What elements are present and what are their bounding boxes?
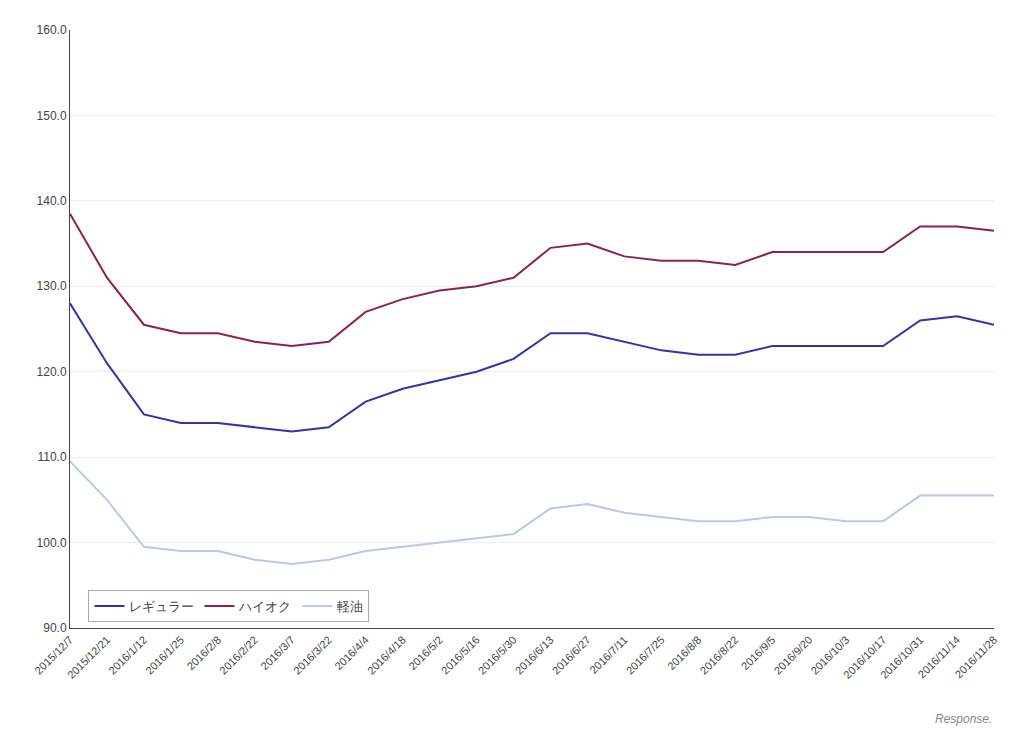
svg-text:ハイオク: ハイオク [238, 599, 291, 614]
svg-text:100.0: 100.0 [37, 536, 67, 550]
svg-text:2016/5/2: 2016/5/2 [406, 634, 445, 673]
svg-text:2016/1/25: 2016/1/25 [143, 634, 186, 677]
svg-text:2016/9/20: 2016/9/20 [771, 634, 814, 677]
svg-text:110.0: 110.0 [37, 450, 66, 464]
svg-text:2016/9/5: 2016/9/5 [739, 634, 778, 673]
svg-text:2016/10/17: 2016/10/17 [841, 634, 888, 681]
svg-text:2016/11/14: 2016/11/14 [915, 634, 962, 681]
svg-text:レギュラー: レギュラー [129, 599, 194, 614]
svg-text:90.0: 90.0 [43, 621, 67, 635]
svg-text:2016/6/27: 2016/6/27 [550, 634, 593, 677]
svg-text:2015/12/7: 2015/12/7 [32, 634, 75, 677]
svg-text:2016/5/16: 2016/5/16 [439, 634, 482, 677]
svg-text:2016/6/13: 2016/6/13 [513, 634, 556, 677]
svg-text:2016/8/22: 2016/8/22 [697, 634, 740, 677]
svg-text:2015/12/21: 2015/12/21 [65, 634, 112, 681]
svg-text:2016/3/7: 2016/3/7 [258, 634, 297, 673]
svg-text:2016/10/31: 2016/10/31 [878, 634, 925, 681]
svg-text:2016/7/25: 2016/7/25 [624, 634, 667, 677]
svg-text:2016/2/8: 2016/2/8 [184, 634, 223, 673]
svg-text:2016/5/30: 2016/5/30 [476, 634, 519, 677]
svg-text:Response.: Response. [935, 712, 992, 726]
svg-text:2016/7/11: 2016/7/11 [587, 634, 630, 677]
svg-text:2016/1/12: 2016/1/12 [106, 634, 149, 677]
svg-text:2016/8/8: 2016/8/8 [665, 634, 704, 673]
svg-text:2016/10/3: 2016/10/3 [808, 634, 851, 677]
svg-text:2016/4/4: 2016/4/4 [332, 634, 371, 673]
svg-text:2016/11/28: 2016/11/28 [952, 634, 999, 681]
svg-text:140.0: 140.0 [37, 194, 67, 208]
svg-text:120.0: 120.0 [37, 365, 67, 379]
svg-text:軽油: 軽油 [337, 599, 363, 614]
svg-text:2016/2/22: 2016/2/22 [217, 634, 260, 677]
svg-text:160.0: 160.0 [37, 23, 67, 37]
svg-text:150.0: 150.0 [37, 109, 67, 123]
svg-text:2016/4/18: 2016/4/18 [365, 634, 408, 677]
svg-text:130.0: 130.0 [37, 279, 67, 293]
svg-text:2016/3/22: 2016/3/22 [291, 634, 334, 677]
